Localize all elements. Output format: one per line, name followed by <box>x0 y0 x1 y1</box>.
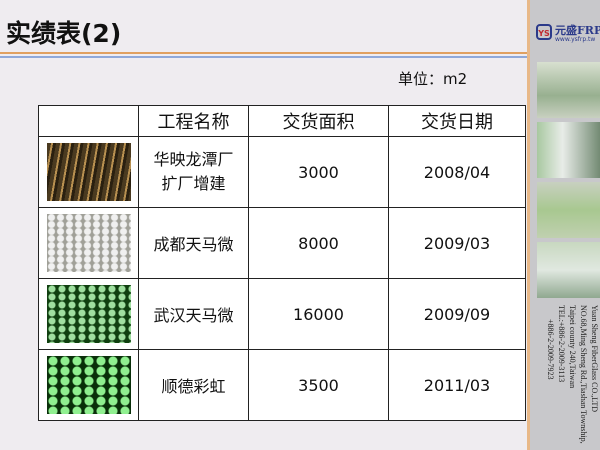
sidebar-panel: YS 元盛FRP www.ysfrp.tw Yuan Sheng FiberGl… <box>527 0 600 450</box>
slide-title: 实绩表(2) <box>6 19 122 48</box>
project-name: 成都天马微 <box>138 207 249 279</box>
delivery-area: 3000 <box>248 136 389 208</box>
performance-table: 工程名称 交货面积 交货日期 华映龙潭厂扩厂增建 3000 2008/04 成都… <box>38 105 526 421</box>
project-photo <box>46 214 131 272</box>
sidebar-photo <box>537 242 600 298</box>
address-line: +886-2-2009-7923 <box>546 319 555 380</box>
delivery-date: 2008/04 <box>388 136 526 208</box>
project-name: 顺德彩虹 <box>138 349 249 421</box>
table-header-row: 工程名称 交货面积 交货日期 <box>38 105 526 137</box>
project-name: 华映龙潭厂扩厂增建 <box>138 136 249 208</box>
header-photo <box>38 105 139 137</box>
header-project-name: 工程名称 <box>138 105 249 137</box>
sidebar-photo <box>537 122 600 178</box>
delivery-date: 2009/03 <box>388 207 526 279</box>
delivery-date: 2011/03 <box>388 349 526 421</box>
table-row: 武汉天马微 16000 2009/09 <box>38 278 526 350</box>
project-name: 武汉天马微 <box>138 278 249 350</box>
address-line: Yuan Sheng FiberGlass CO.,LTD <box>590 305 599 413</box>
unit-label: 单位：m2 <box>398 70 468 88</box>
divider-blue <box>0 56 527 58</box>
logo-name: 元盛FRP <box>555 24 600 37</box>
address-line: NO.68,Ming Sheng Rd.,Tiashan Township, <box>579 305 588 444</box>
address-line: TEL:+886-2-2009-3113 <box>557 305 566 383</box>
delivery-area: 8000 <box>248 207 389 279</box>
table-row: 华映龙潭厂扩厂增建 3000 2008/04 <box>38 136 526 208</box>
delivery-area: 3500 <box>248 349 389 421</box>
delivery-date: 2009/09 <box>388 278 526 350</box>
company-address: Yuan Sheng FiberGlass CO.,LTD NO.68,Ming… <box>534 305 600 445</box>
logo-mark: YS <box>536 24 552 40</box>
company-logo: YS 元盛FRP www.ysfrp.tw <box>536 22 600 46</box>
table-row: 顺德彩虹 3500 2011/03 <box>38 349 526 421</box>
logo-url: www.ysfrp.tw <box>555 36 596 43</box>
address-line: Taipei county 240,Taiwan <box>568 305 577 389</box>
header-date: 交货日期 <box>388 105 526 137</box>
project-photo <box>46 285 131 343</box>
divider-orange <box>0 52 527 54</box>
sidebar-photo <box>537 62 600 118</box>
delivery-area: 16000 <box>248 278 389 350</box>
project-photo <box>46 143 131 201</box>
table-row: 成都天马微 8000 2009/03 <box>38 207 526 279</box>
project-photo <box>46 356 131 414</box>
header-area: 交货面积 <box>248 105 389 137</box>
sidebar-photo <box>537 182 600 238</box>
